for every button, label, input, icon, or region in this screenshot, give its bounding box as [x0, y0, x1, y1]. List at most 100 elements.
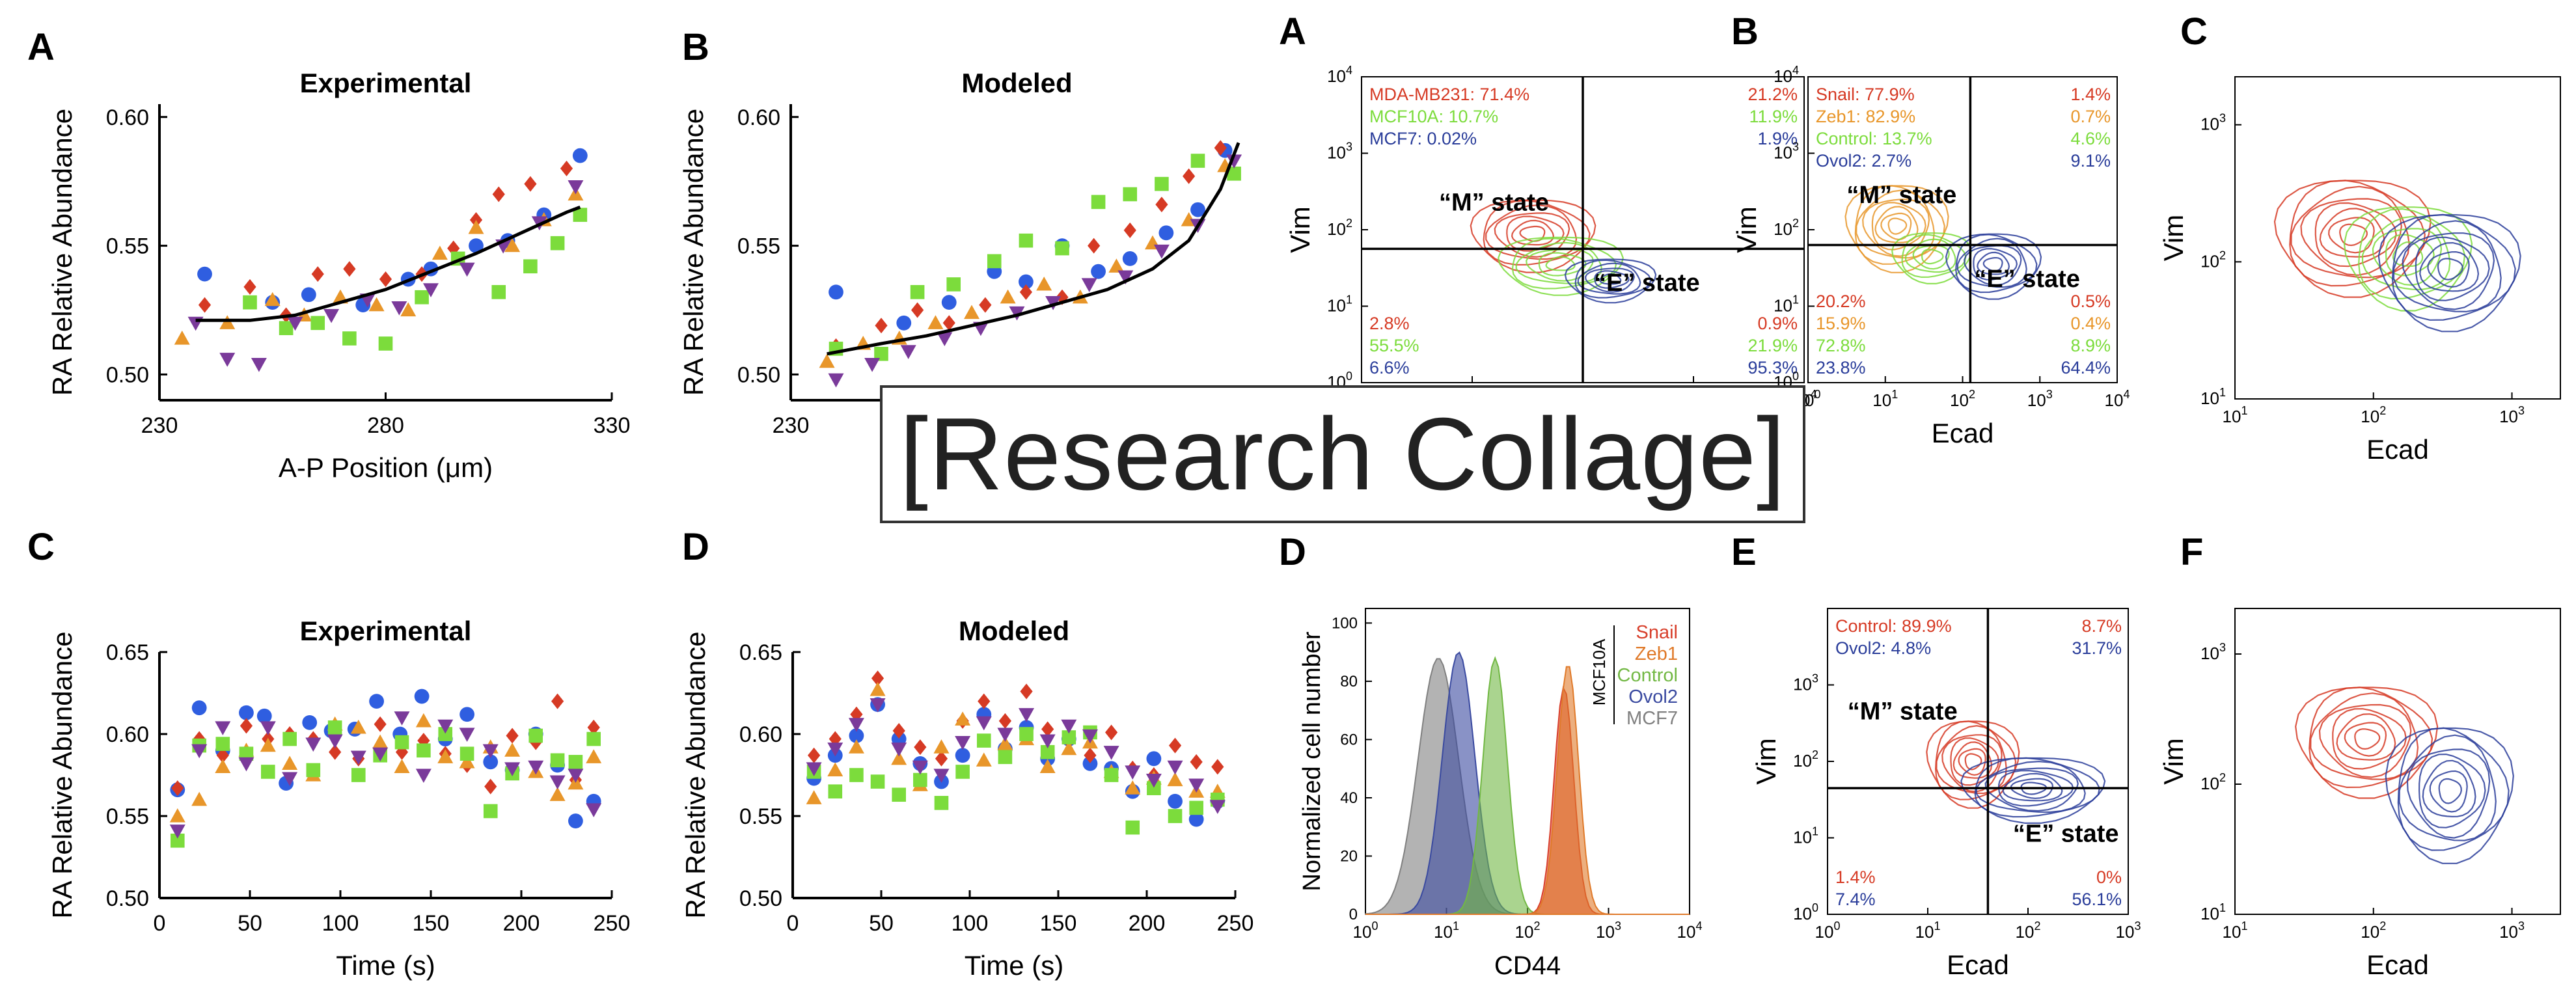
- log-tick-label: 101: [1434, 920, 1459, 942]
- data-point: [997, 728, 1013, 742]
- contour-ring: [1955, 234, 2038, 293]
- log-tick-label: 103: [2499, 404, 2525, 426]
- data-point: [827, 762, 843, 777]
- y-tick-label: 0.55: [106, 234, 149, 259]
- data-point: [934, 796, 949, 810]
- data-point: [1123, 187, 1138, 202]
- data-point: [927, 315, 944, 329]
- contour-ring: [2419, 241, 2480, 292]
- data-point: [979, 297, 992, 313]
- data-point: [1214, 140, 1227, 156]
- log-tick-label: 101: [2200, 386, 2226, 408]
- y-tick-label: 20: [1340, 847, 1358, 865]
- quadrant-stat: Control: 13.7%: [1816, 129, 1932, 148]
- log-tick-label: 103: [1596, 920, 1621, 942]
- data-point: [997, 736, 1013, 750]
- data-point: [1188, 778, 1205, 793]
- data-point: [415, 713, 432, 728]
- quadrant-stat: 1.4%: [1835, 867, 1876, 887]
- panel-letter: C: [27, 526, 55, 568]
- data-point: [198, 297, 212, 313]
- data-point: [1108, 258, 1125, 273]
- quadrant-stat: 0.7%: [2070, 107, 2111, 126]
- quadrant-stat: Snail: 77.9%: [1816, 85, 1915, 104]
- contour-ring: [1977, 251, 2010, 275]
- y-tick-label: 0.50: [737, 362, 780, 387]
- contour-ring: [1904, 238, 1956, 273]
- data-point: [1081, 278, 1097, 292]
- data-point: [1039, 734, 1056, 749]
- data-point: [327, 720, 342, 735]
- data-point: [219, 315, 236, 329]
- contour-ring: [2314, 202, 2397, 267]
- data-point: [1190, 202, 1205, 217]
- log-tick-label: 104: [2105, 388, 2130, 410]
- data-point: [243, 295, 257, 310]
- quadrant-stat: 23.8%: [1816, 358, 1866, 377]
- x-axis-label: CD44: [1494, 951, 1561, 980]
- quadrant-stat: 15.9%: [1816, 314, 1866, 333]
- data-point: [568, 180, 584, 195]
- data-point: [1000, 289, 1016, 304]
- x-tick-label: 100: [952, 911, 989, 936]
- quadrant-stat: 9.1%: [2070, 151, 2111, 170]
- data-point: [1061, 741, 1077, 756]
- data-point: [870, 774, 885, 789]
- log-tick-label: 104: [1327, 64, 1352, 86]
- data-point: [169, 825, 185, 839]
- data-point: [560, 160, 573, 176]
- data-point: [1091, 264, 1106, 279]
- x-tick-label: 150: [1040, 911, 1077, 936]
- data-point: [549, 775, 566, 790]
- chart-lB: B Modeled 0.50 0.55 0.60 230 RA Relative Abund…: [678, 26, 1243, 438]
- contour-ring: [2437, 258, 2463, 280]
- data-point: [946, 277, 961, 292]
- data-point: [1082, 756, 1098, 771]
- x-tick-label: 200: [1129, 911, 1166, 936]
- data-point: [1190, 754, 1203, 770]
- x-tick-label: 250: [594, 911, 631, 936]
- contour-ring: [2354, 728, 2381, 750]
- quadrant-stat: 4.6%: [2070, 129, 2111, 148]
- data-point: [827, 743, 843, 757]
- quadrant-stat: 64.4%: [2061, 358, 2111, 377]
- log-tick-label: 103: [2499, 920, 2525, 942]
- y-tick-label: 0.65: [106, 640, 149, 665]
- data-point: [806, 762, 822, 776]
- data-point: [998, 750, 1013, 765]
- state-annotation: “E” state: [2013, 820, 2119, 847]
- data-point: [942, 315, 955, 331]
- chart-rA: A100100101101102102103103104104MDA-MB231…: [1279, 10, 1816, 410]
- quadrant-stat: 20.2%: [1816, 292, 1866, 311]
- data-point: [239, 746, 254, 761]
- log-tick-label: 103: [2116, 920, 2141, 942]
- data-point: [978, 693, 991, 709]
- x-axis-label: Ecad: [1947, 949, 2009, 980]
- data-point: [1084, 747, 1097, 763]
- log-tick-label: 103: [2027, 388, 2053, 410]
- data-point: [955, 748, 970, 763]
- data-point: [914, 739, 927, 756]
- contour-ring: [2427, 251, 2470, 288]
- quadrant-stat: 11.9%: [1749, 107, 1798, 126]
- contour-ring: [1584, 267, 1635, 293]
- log-tick-label: 104: [1774, 64, 1799, 86]
- quadrant-stat: 8.9%: [2070, 336, 2111, 355]
- data-point: [806, 790, 822, 804]
- data-point: [586, 731, 601, 746]
- log-tick-label: 101: [1327, 293, 1352, 316]
- data-point: [549, 787, 566, 801]
- data-point: [976, 733, 991, 748]
- data-point: [239, 705, 254, 720]
- x-tick-label: 50: [869, 911, 894, 936]
- contour-ring: [2309, 687, 2433, 789]
- data-point: [573, 208, 588, 222]
- data-point: [306, 763, 321, 778]
- data-point: [1040, 744, 1055, 759]
- data-point: [469, 238, 484, 254]
- data-point: [1168, 793, 1183, 809]
- data-point: [169, 808, 185, 823]
- data-point: [587, 719, 600, 735]
- data-point: [568, 769, 584, 783]
- contour-ring: [2273, 180, 2432, 298]
